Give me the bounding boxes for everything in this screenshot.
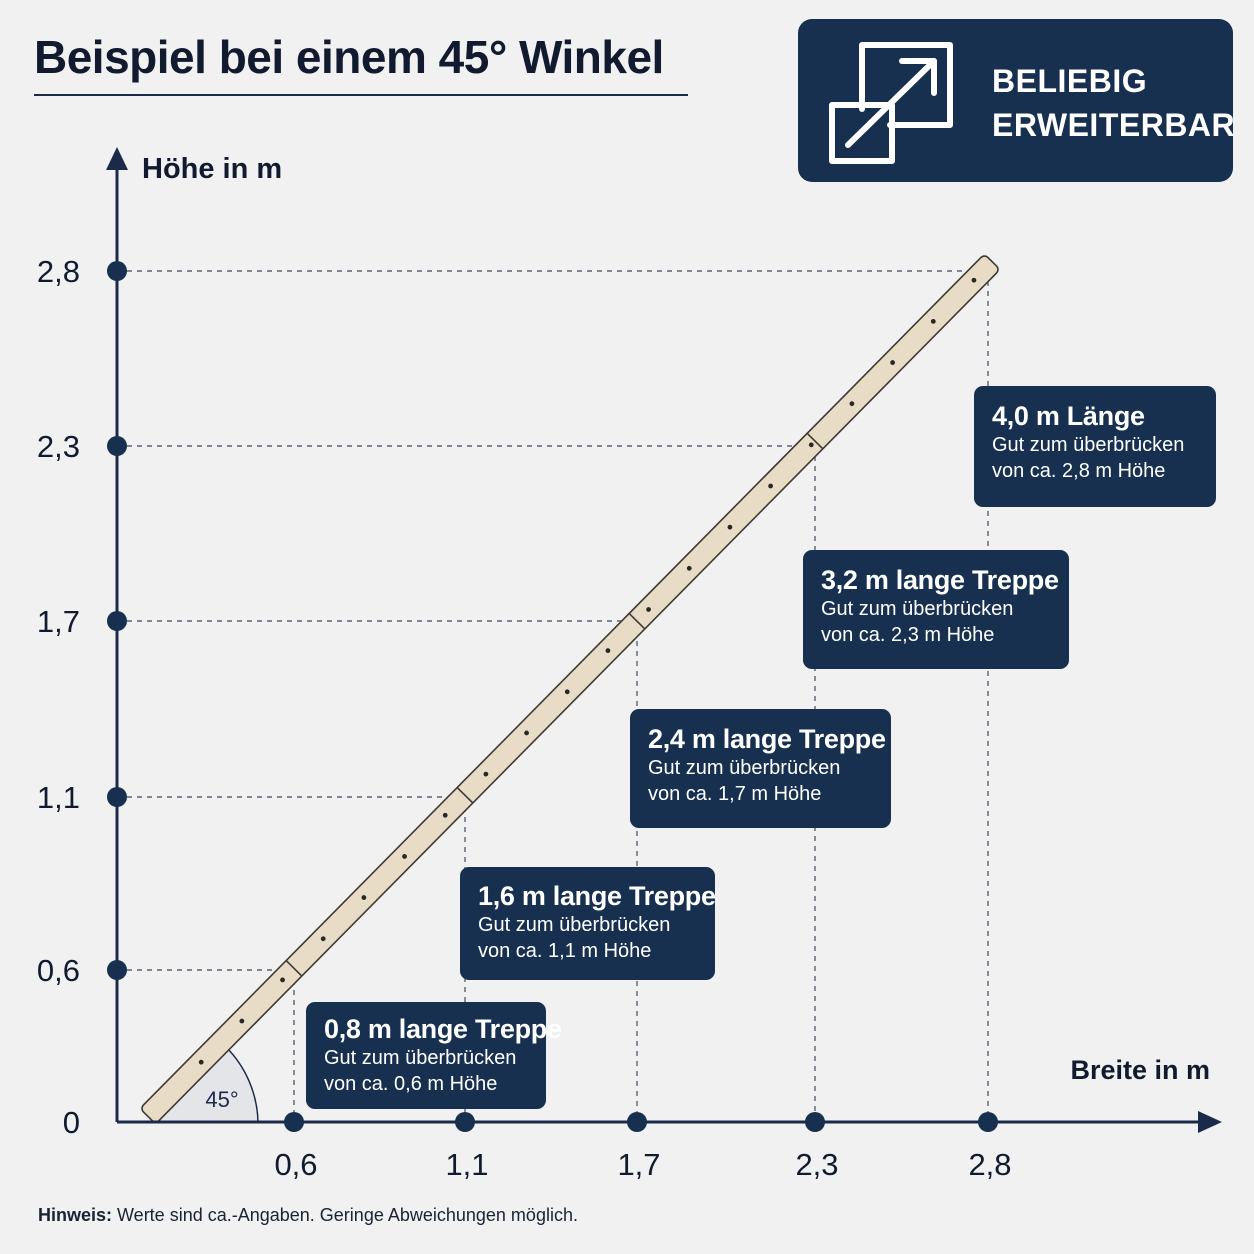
callout-line: Gut zum überbrücken — [648, 757, 841, 779]
callout-line: von ca. 0,6 m Höhe — [324, 1073, 498, 1095]
ladder-hole — [402, 854, 407, 859]
x-tick-label: 2,8 — [968, 1147, 1011, 1182]
y-axis-arrow — [106, 147, 128, 170]
y-tick-label: 0,6 — [37, 953, 80, 988]
ladder-joint — [456, 786, 474, 804]
ladder-joint — [806, 432, 824, 450]
ladder-hole — [524, 730, 529, 736]
callout-3: 3,2 m lange Treppe Gut zum überbrücken v… — [803, 550, 1069, 669]
callout-line: von ca. 1,1 m Höhe — [478, 940, 652, 962]
title-underline — [34, 94, 688, 96]
ladder-hole — [442, 812, 448, 818]
y-axis-label: Höhe in m — [142, 153, 282, 185]
x-tick-label: 0,6 — [274, 1147, 317, 1182]
ladder-hole — [646, 607, 651, 612]
y-tick-label: 0 — [63, 1105, 80, 1140]
ladder-rail — [141, 255, 999, 1123]
callout-line: von ca. 1,7 m Höhe — [648, 783, 822, 805]
footnote: Hinweis: Werte sind ca.-Angaben. Geringe… — [38, 1205, 578, 1226]
y-tick-dot — [107, 787, 127, 807]
x-tick-label: 2,3 — [795, 1147, 838, 1182]
ladder-hole — [564, 689, 570, 695]
ladder-joint — [628, 612, 646, 630]
callout-1: 1,6 m lange Treppe Gut zum überbrücken v… — [460, 867, 716, 980]
x-tick-dot — [455, 1112, 475, 1132]
y-tick-dot — [107, 436, 127, 456]
ladder-hole — [280, 977, 285, 983]
stair-ladder — [141, 255, 999, 1123]
x-tick-dot — [805, 1112, 825, 1132]
ladder-hole — [320, 936, 326, 942]
x-tick-dot — [284, 1112, 304, 1132]
ladder-hole — [198, 1059, 204, 1065]
callout-line: Gut zum überbrücken — [478, 914, 671, 936]
angle-label: 45° — [205, 1087, 238, 1112]
callout-line: Gut zum überbrücken — [821, 598, 1014, 620]
ladder-hole — [971, 277, 977, 283]
ladder-hole — [483, 771, 489, 777]
x-tick-label: 1,1 — [445, 1147, 488, 1182]
badge-line-2: ERWEITERBAR — [992, 107, 1236, 143]
callout-title: 0,8 m lange Treppe — [324, 1014, 562, 1044]
badge-line-1: BELIEBIG — [992, 63, 1148, 99]
expand-arrow-icon — [829, 42, 953, 164]
callout-title: 3,2 m lange Treppe — [821, 565, 1059, 595]
y-tick-dot — [107, 611, 127, 631]
expandable-badge: BELIEBIG ERWEITERBAR — [798, 19, 1235, 182]
y-tick-dot — [107, 960, 127, 980]
x-tick-dot — [627, 1112, 647, 1132]
ladder-hole — [239, 1018, 245, 1024]
footnote-text: Werte sind ca.-Angaben. Geringe Abweichu… — [112, 1205, 578, 1225]
ladder-hole — [361, 895, 367, 900]
angle-arc — [225, 1046, 259, 1123]
x-tick-label: 1,7 — [617, 1147, 660, 1182]
callout-line: von ca. 2,8 m Höhe — [992, 460, 1166, 482]
callout-line: von ca. 2,3 m Höhe — [821, 624, 995, 646]
ladder-hole — [686, 565, 692, 571]
x-axis-label: Breite in m — [1070, 1055, 1210, 1085]
callout-2: 2,4 m lange Treppe Gut zum überbrücken v… — [630, 709, 891, 828]
ladder-hole — [605, 648, 611, 654]
callout-4: 4,0 m Länge Gut zum überbrücken von ca. … — [974, 386, 1216, 507]
ladder-hole — [727, 524, 733, 530]
ladder-hole — [849, 401, 855, 407]
x-axis-arrow — [1198, 1111, 1222, 1133]
callout-title: 1,6 m lange Treppe — [478, 881, 716, 911]
page-title: Beispiel bei einem 45° Winkel — [34, 31, 664, 83]
ladder-hole — [890, 360, 896, 365]
ladder-hole — [930, 318, 936, 324]
y-tick-dot — [107, 261, 127, 281]
badge-text: BELIEBIG ERWEITERBAR — [992, 59, 1235, 147]
y-tick-label: 2,8 — [37, 254, 80, 289]
y-tick-label: 2,3 — [37, 429, 80, 464]
y-tick-label: 1,7 — [37, 604, 80, 639]
callout-title: 4,0 m Länge — [992, 401, 1145, 431]
ladder-hole — [768, 483, 773, 489]
footnote-label: Hinweis: — [38, 1205, 113, 1225]
y-tick-label: 1,1 — [37, 780, 80, 815]
callout-line: Gut zum überbrücken — [324, 1047, 517, 1069]
ladder-hole — [808, 442, 814, 448]
ladder-joint — [285, 960, 303, 977]
x-tick-dot — [978, 1112, 998, 1132]
callout-title: 2,4 m lange Treppe — [648, 724, 886, 754]
callout-line: Gut zum überbrücken — [992, 434, 1185, 456]
callout-0: 0,8 m lange Treppe Gut zum überbrücken v… — [306, 1002, 562, 1109]
